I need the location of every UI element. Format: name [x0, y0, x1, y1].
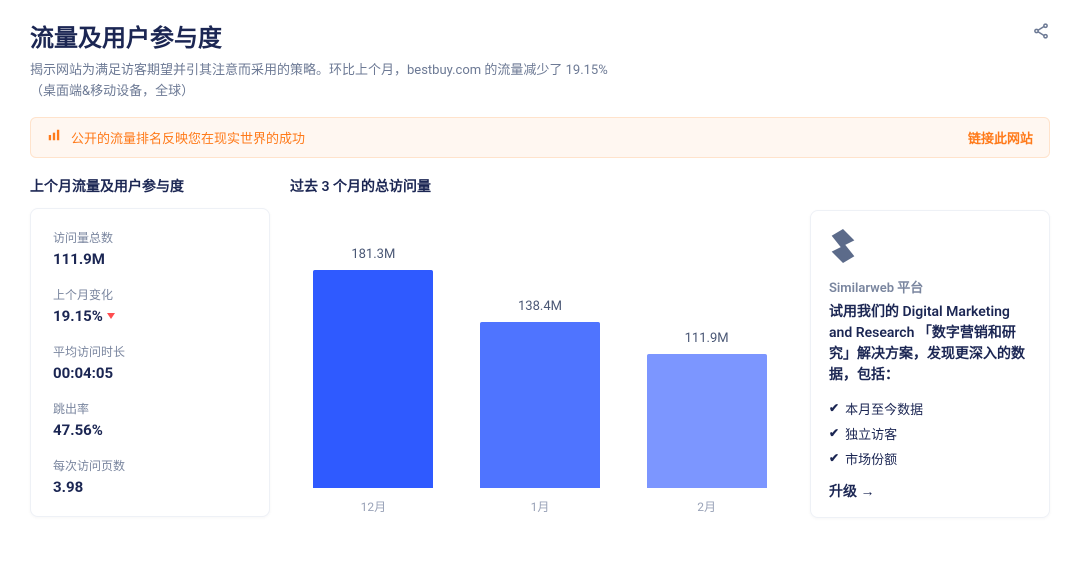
- upsell-card: Similarweb 平台 试用我们的 Digital Marketing an…: [810, 210, 1050, 518]
- metric-value: 00:04:05: [53, 364, 247, 382]
- check-icon: ✔: [829, 451, 839, 465]
- metric-bounce-rate: 跳出率 47.56%: [53, 400, 247, 439]
- page-title: 流量及用户参与度: [30, 18, 1050, 53]
- subtitle-line1: 揭示网站为满足访客期望并引其注意而采用的策略。环比上个月，bestbuy.com…: [30, 63, 608, 78]
- metric-label: 平均访问时长: [53, 343, 247, 360]
- metric-label: 访问量总数: [53, 229, 247, 246]
- promo-brand: Similarweb 平台: [829, 277, 1031, 296]
- promo-bullet-list: ✔ 本月至今数据 ✔ 独立访客 ✔ 市场份额: [829, 396, 1031, 471]
- promo-bullet: ✔ 独立访客: [829, 421, 1031, 446]
- banner-text: 公开的流量排名反映您在现实世界的成功: [71, 128, 305, 147]
- share-icon[interactable]: [1032, 22, 1050, 44]
- promo-banner: 公开的流量排名反映您在现实世界的成功 链接此网站: [30, 117, 1050, 158]
- header: 流量及用户参与度 揭示网站为满足访客期望并引其注意而采用的策略。环比上个月，be…: [30, 18, 1050, 103]
- metric-label: 每次访问页数: [53, 457, 247, 474]
- metrics-card: 访问量总数 111.9M 上个月变化 19.15% 平均访问时长 00:04:0…: [30, 208, 270, 517]
- check-icon: ✔: [829, 426, 839, 440]
- bar: [480, 322, 600, 488]
- bullet-text: 本月至今数据: [845, 399, 923, 418]
- subtitle-line2: （桌面端&移动设备，全球）: [30, 84, 194, 99]
- chart-growth-icon: [47, 128, 61, 146]
- page-subtitle: 揭示网站为满足访客期望并引其注意而采用的策略。环比上个月，bestbuy.com…: [30, 61, 650, 103]
- upgrade-button[interactable]: 升级 →: [829, 481, 874, 501]
- banner-link[interactable]: 链接此网站: [968, 128, 1033, 147]
- check-icon: ✔: [829, 401, 839, 415]
- promo-bullet: ✔ 市场份额: [829, 446, 1031, 471]
- bar-group: 111.9M: [637, 331, 777, 488]
- metric-label: 跳出率: [53, 400, 247, 417]
- x-axis-label: 1月: [470, 498, 610, 515]
- promo-title: 试用我们的 Digital Marketing and Research 「数字…: [829, 302, 1031, 386]
- bar-group: 181.3M: [303, 247, 443, 488]
- bar-group: 138.4M: [470, 299, 610, 488]
- metric-value: 47.56%: [53, 421, 247, 439]
- bullet-text: 市场份额: [845, 449, 897, 468]
- chart-heading: 过去 3 个月的总访问量: [290, 176, 790, 196]
- left-heading: 上个月流量及用户参与度: [30, 176, 270, 196]
- metric-month-change: 上个月变化 19.15%: [53, 286, 247, 325]
- metric-avg-duration: 平均访问时长 00:04:05: [53, 343, 247, 382]
- visits-bar-chart: 181.3M138.4M111.9M 12月1月2月: [290, 208, 790, 508]
- bar-value-label: 138.4M: [518, 299, 562, 314]
- bar: [313, 270, 433, 488]
- metric-value: 19.15%: [53, 307, 247, 325]
- x-axis-label: 2月: [637, 498, 777, 515]
- bar-value-label: 111.9M: [685, 331, 729, 346]
- trend-down-icon: [107, 313, 115, 319]
- metric-value-text: 19.15%: [53, 307, 103, 325]
- metric-value: 3.98: [53, 478, 247, 496]
- bar: [647, 354, 767, 488]
- metric-value: 111.9M: [53, 250, 247, 268]
- bullet-text: 独立访客: [845, 424, 897, 443]
- metric-pages-per-visit: 每次访问页数 3.98: [53, 457, 247, 496]
- x-axis-label: 12月: [303, 498, 443, 515]
- similarweb-logo-icon: [829, 229, 1031, 267]
- promo-bullet: ✔ 本月至今数据: [829, 396, 1031, 421]
- metric-label: 上个月变化: [53, 286, 247, 303]
- metric-total-visits: 访问量总数 111.9M: [53, 229, 247, 268]
- bar-value-label: 181.3M: [351, 247, 395, 262]
